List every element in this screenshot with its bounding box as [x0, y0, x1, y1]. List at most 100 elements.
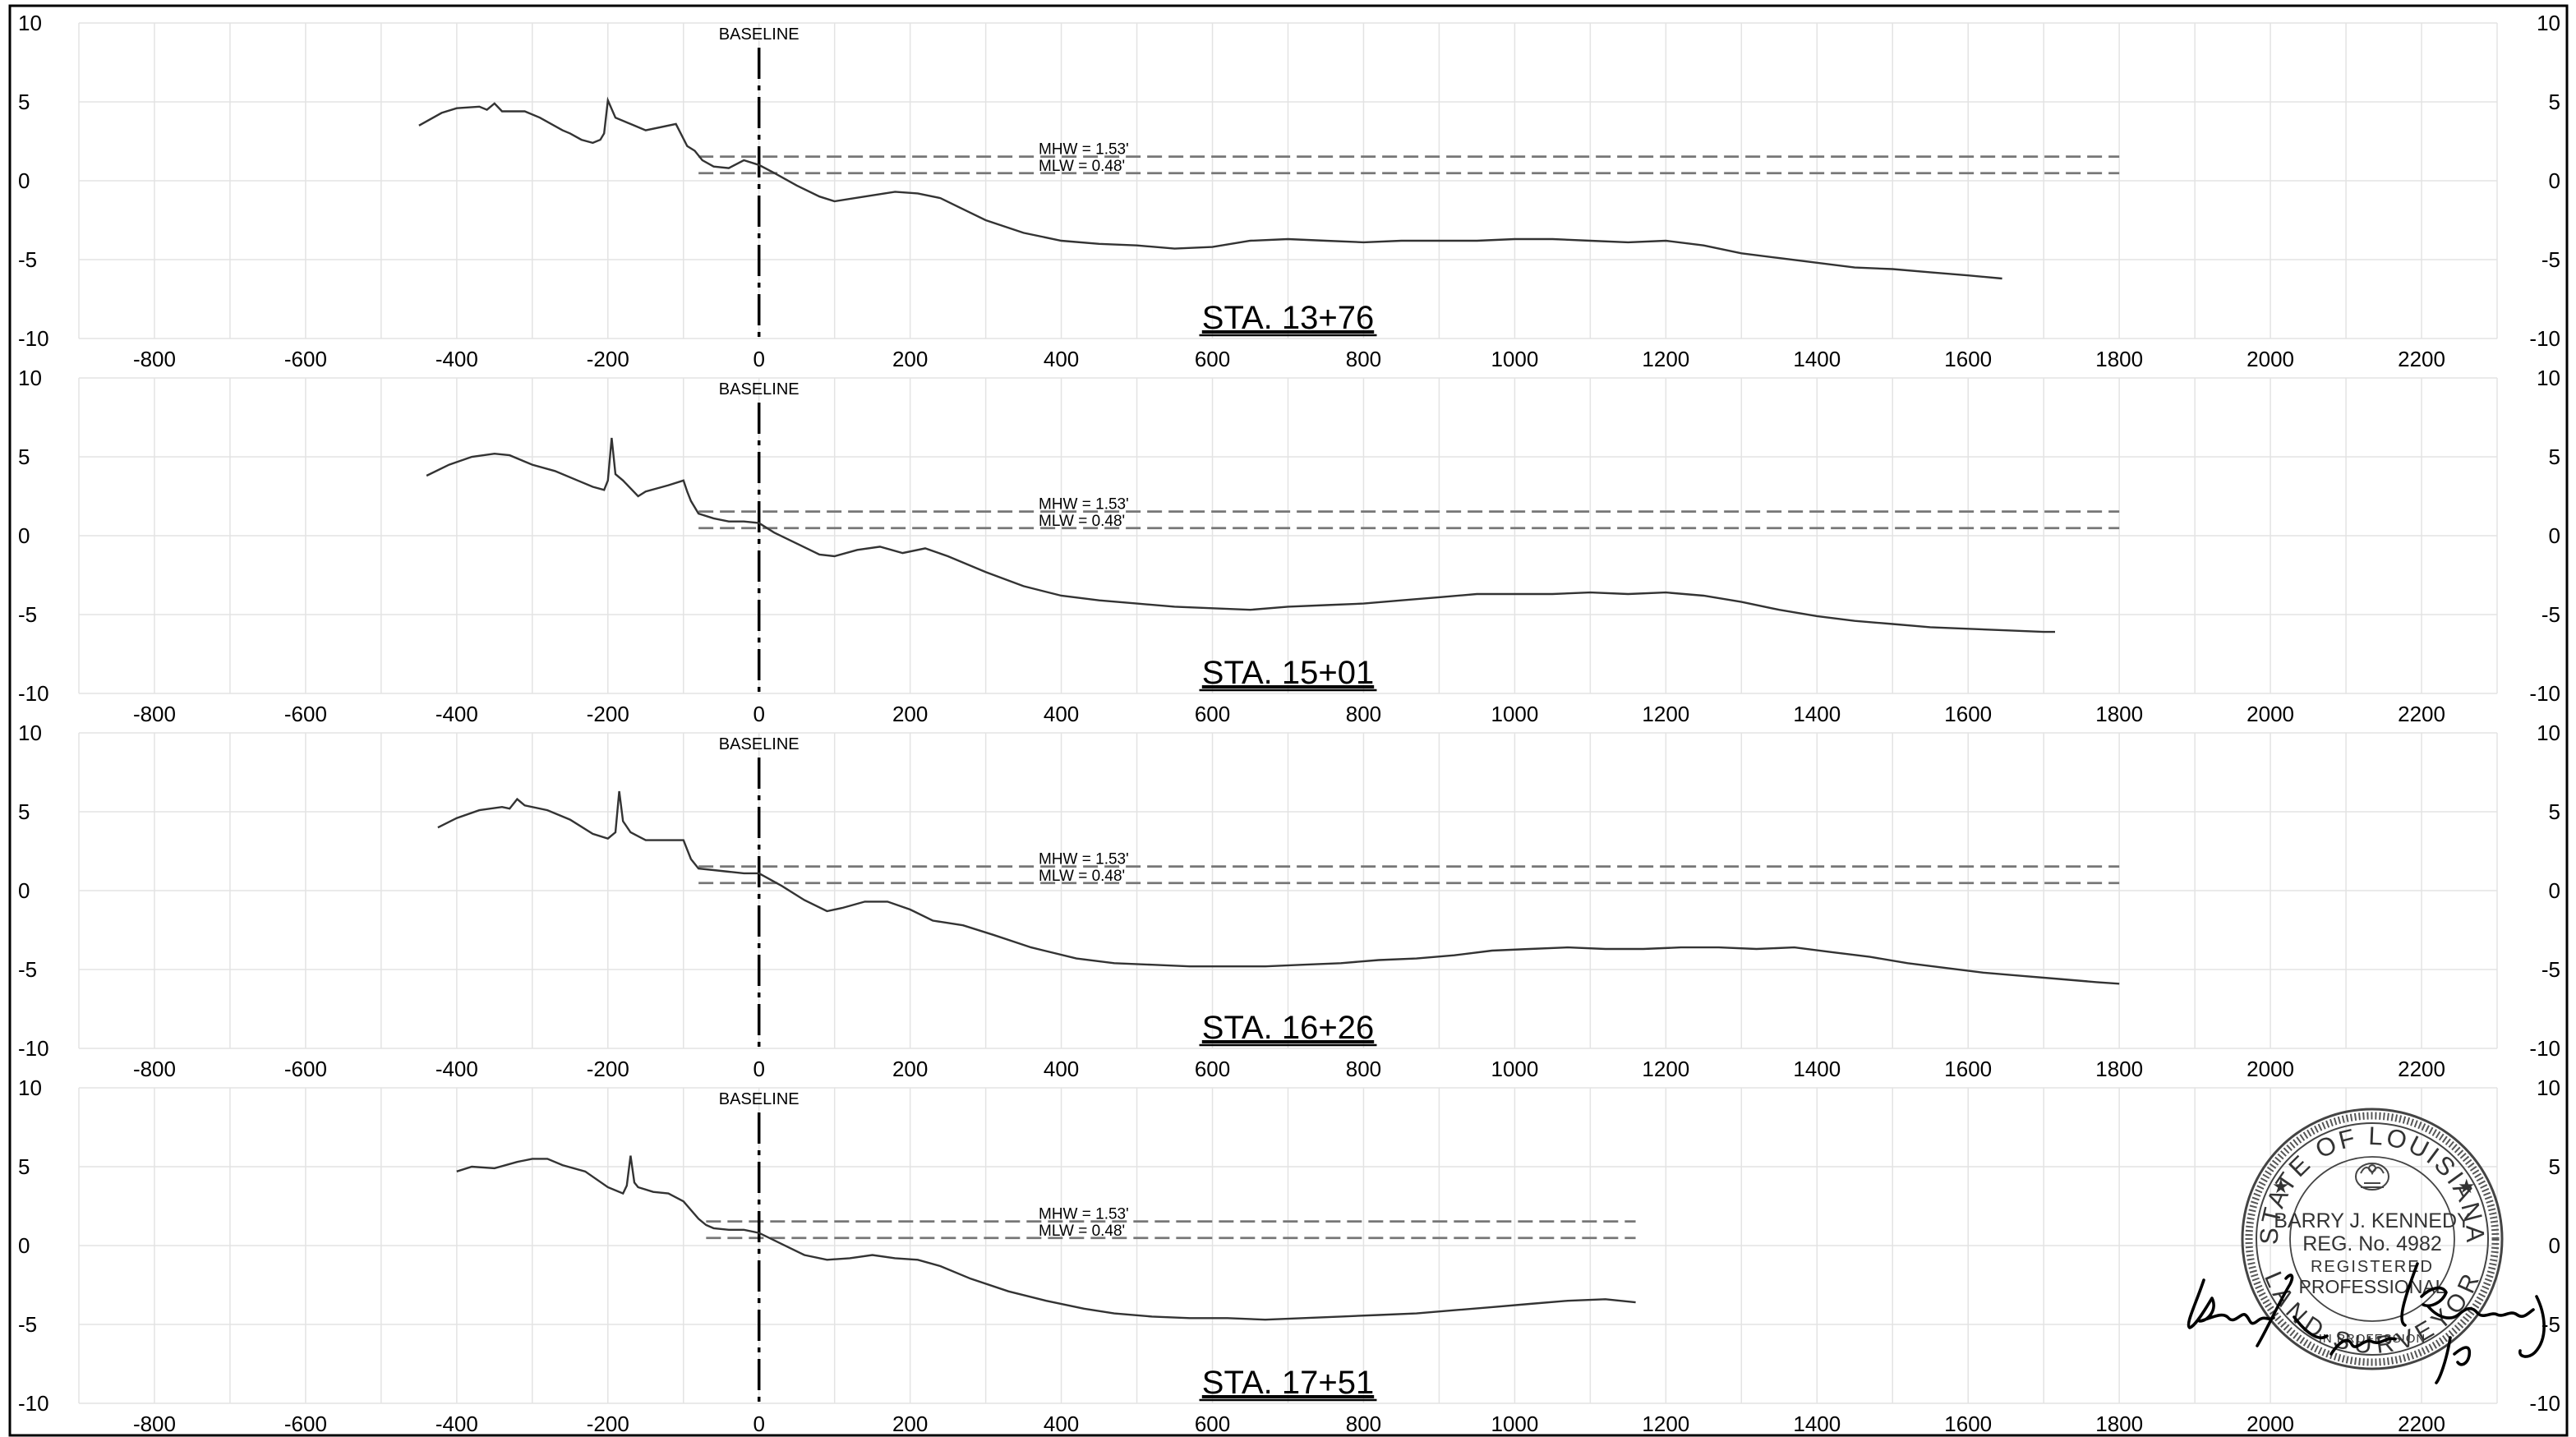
seal-outer-ring — [2241, 1108, 2504, 1370]
x-tick-label: 0 — [753, 347, 764, 371]
x-tick-label: 1000 — [1491, 702, 1538, 726]
y-tick-label-right: 5 — [2549, 799, 2560, 824]
x-tick-label: 600 — [1195, 1412, 1230, 1436]
x-tick-label: 600 — [1195, 347, 1230, 371]
mlw-label: MLW = 0.48' — [1039, 158, 1125, 175]
x-tick-label: 1800 — [2095, 1057, 2143, 1081]
x-tick-label: -600 — [284, 1412, 327, 1436]
x-tick-label: -400 — [435, 347, 478, 371]
y-tick-label-right: -5 — [2541, 247, 2560, 272]
mlw-label: MLW = 0.48' — [1039, 868, 1125, 885]
y-tick-label-right: 0 — [2549, 878, 2560, 903]
x-tick-label: 200 — [892, 347, 928, 371]
x-tick-label: -600 — [284, 347, 327, 371]
x-tick-label: 2000 — [2247, 1412, 2294, 1436]
x-tick-label: -800 — [133, 1057, 176, 1081]
x-tick-label: 200 — [892, 702, 928, 726]
y-tick-label-left: -5 — [18, 247, 37, 272]
y-tick-label-left: 10 — [18, 1075, 42, 1100]
x-tick-label: 800 — [1346, 347, 1381, 371]
ground-profile-line — [437, 790, 2120, 985]
y-tick-label-left: -10 — [18, 681, 49, 706]
y-tick-label-left: 0 — [18, 523, 30, 548]
x-tick-label: -800 — [133, 1412, 176, 1436]
seal-name: BARRY J. KENNEDY — [2274, 1209, 2471, 1232]
y-tick-label-left: -5 — [18, 602, 37, 627]
x-tick-label: -400 — [435, 1412, 478, 1436]
y-tick-label-left: 5 — [18, 444, 30, 469]
profile-panel: 10 10 5 5 0 0 -5 -5 -10 -10 -800 -600 -400 -200 0 200 40… — [18, 11, 2560, 371]
seal-registered: REGISTERED — [2311, 1258, 2434, 1276]
star-icon: ★ — [2458, 1176, 2476, 1198]
x-tick-label: 1800 — [2095, 347, 2143, 371]
x-tick-label: 1800 — [2095, 1412, 2143, 1436]
y-tick-label-right: 10 — [2537, 11, 2560, 35]
y-tick-label-left: 5 — [18, 799, 30, 824]
x-tick-label: 1400 — [1793, 1412, 1841, 1436]
profile-panel: 10 10 5 5 0 0 -5 -5 -10 -10 -800 -600 -400 -200 0 200 40… — [18, 1075, 2560, 1436]
y-tick-label-right: -5 — [2541, 1312, 2560, 1337]
mlw-label: MLW = 0.48' — [1039, 513, 1125, 530]
y-tick-label-right: 5 — [2549, 444, 2560, 469]
y-tick-label-right: 10 — [2537, 721, 2560, 745]
seal-serrated-ring — [2245, 1112, 2500, 1366]
x-tick-label: 1600 — [1944, 1057, 1992, 1081]
x-tick-label: 200 — [892, 1057, 928, 1081]
x-tick-label: 1400 — [1793, 702, 1841, 726]
baseline-label: BASELINE — [719, 380, 800, 398]
x-tick-label: -600 — [284, 702, 327, 726]
x-tick-label: 1200 — [1642, 702, 1689, 726]
x-tick-label: 1000 — [1491, 1412, 1538, 1436]
x-tick-label: 0 — [753, 702, 764, 726]
x-tick-label: -200 — [587, 347, 629, 371]
x-tick-label: 2200 — [2398, 347, 2445, 371]
profile-panels: 10 10 5 5 0 0 -5 -5 -10 -10 -800 -600 -400 -200 0 200 40… — [18, 11, 2560, 1436]
y-tick-label-left: 10 — [18, 366, 42, 390]
x-tick-label: -800 — [133, 702, 176, 726]
y-tick-label-right: 10 — [2537, 1075, 2560, 1100]
x-tick-label: 600 — [1195, 702, 1230, 726]
x-tick-label: -400 — [435, 702, 478, 726]
station-title: STA. 13+76 — [1202, 300, 1374, 336]
x-tick-label: 1600 — [1944, 347, 1992, 371]
mhw-label: MHW = 1.53' — [1039, 141, 1129, 159]
star-icon: ★ — [2272, 1176, 2290, 1198]
baseline-label: BASELINE — [719, 25, 800, 44]
y-tick-label-right: -10 — [2529, 1391, 2560, 1416]
station-title: STA. 17+51 — [1202, 1365, 1374, 1401]
surveyor-signature — [2187, 1262, 2546, 1384]
seal-inner-ring — [2256, 1122, 2489, 1356]
baseline-label: BASELINE — [719, 1090, 800, 1108]
ground-profile-line — [426, 437, 2055, 633]
x-tick-label: 2000 — [2247, 1057, 2294, 1081]
y-tick-label-left: 5 — [18, 1154, 30, 1179]
x-tick-label: -200 — [587, 702, 629, 726]
y-tick-label-right: 0 — [2549, 168, 2560, 193]
y-tick-label-left: 0 — [18, 878, 30, 903]
station-title: STA. 16+26 — [1202, 1010, 1374, 1046]
seal-professional: PROFESSIONAL — [2299, 1276, 2446, 1297]
seal-reg-number: REG. No. 4982 — [2302, 1232, 2442, 1255]
x-tick-label: 1400 — [1793, 347, 1841, 371]
y-tick-label-right: 10 — [2537, 366, 2560, 390]
x-tick-label: 2000 — [2247, 702, 2294, 726]
x-tick-label: 1000 — [1491, 1057, 1538, 1081]
y-tick-label-left: 10 — [18, 11, 42, 35]
x-tick-label: 2000 — [2247, 347, 2294, 371]
y-tick-label-right: -5 — [2541, 957, 2560, 982]
x-tick-label: 1200 — [1642, 1057, 1689, 1081]
y-tick-label-left: -10 — [18, 1391, 49, 1416]
y-tick-label-right: 5 — [2549, 90, 2560, 114]
x-tick-label: 400 — [1044, 1057, 1079, 1081]
ground-profile-line — [418, 96, 2002, 280]
y-tick-label-left: 0 — [18, 1233, 30, 1258]
x-tick-label: 1200 — [1642, 1412, 1689, 1436]
mlw-label: MLW = 0.48' — [1039, 1223, 1125, 1240]
seal-center-ring — [2289, 1156, 2455, 1322]
mhw-label: MHW = 1.53' — [1039, 496, 1129, 514]
y-tick-label-left: -10 — [18, 1036, 49, 1061]
y-tick-label-left: 5 — [18, 90, 30, 114]
x-tick-label: 200 — [892, 1412, 928, 1436]
x-tick-label: 1600 — [1944, 1412, 1992, 1436]
